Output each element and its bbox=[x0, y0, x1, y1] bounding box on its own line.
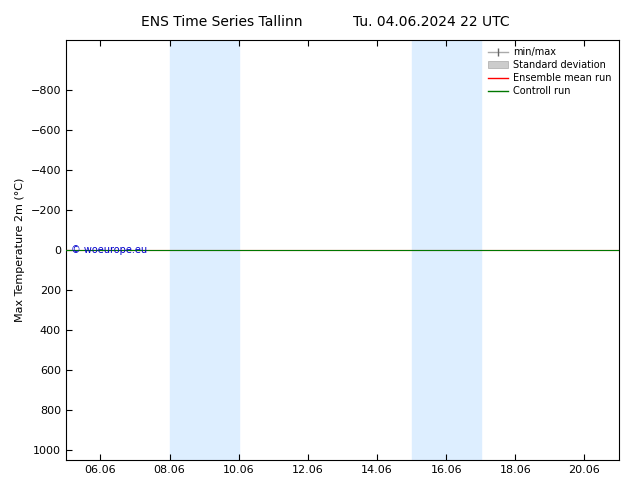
Bar bbox=[411, 40, 481, 460]
Bar bbox=[170, 40, 239, 460]
Text: Tu. 04.06.2024 22 UTC: Tu. 04.06.2024 22 UTC bbox=[353, 15, 510, 29]
Text: ENS Time Series Tallinn: ENS Time Series Tallinn bbox=[141, 15, 302, 29]
Y-axis label: Max Temperature 2m (°C): Max Temperature 2m (°C) bbox=[15, 178, 25, 322]
Legend: min/max, Standard deviation, Ensemble mean run, Controll run: min/max, Standard deviation, Ensemble me… bbox=[486, 45, 614, 99]
Text: © woeurope.eu: © woeurope.eu bbox=[72, 245, 148, 255]
